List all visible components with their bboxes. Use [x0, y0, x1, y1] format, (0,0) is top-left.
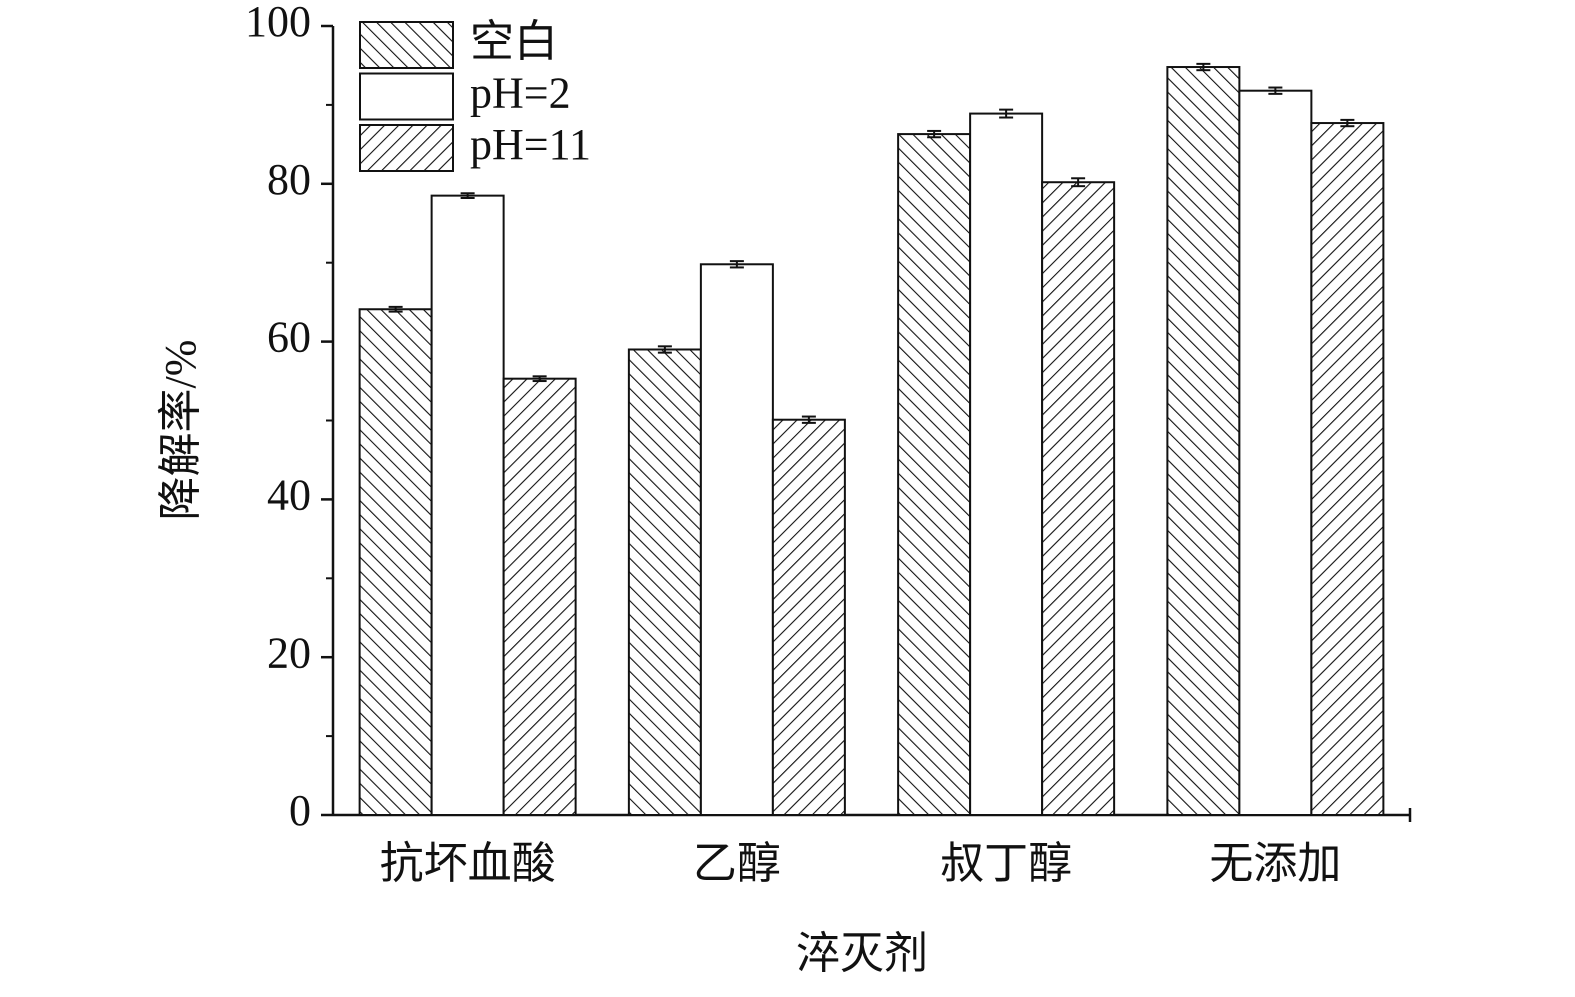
x-tick-label: 无添加	[1209, 839, 1341, 888]
x-axis-label: 淬灭剂	[796, 929, 928, 978]
bar	[430, 194, 505, 816]
error-bar	[1071, 177, 1086, 188]
bar	[358, 308, 433, 816]
bar	[1310, 122, 1385, 816]
bar	[1166, 66, 1241, 816]
legend-label: pH=11	[470, 120, 591, 169]
bar	[771, 418, 846, 816]
legend-label: 空白	[470, 17, 558, 66]
bar	[502, 377, 577, 816]
x-tick-label: 乙醇	[693, 839, 781, 888]
error-bar	[532, 375, 547, 383]
error-bar	[1340, 118, 1355, 128]
error-bar	[927, 129, 942, 139]
bar	[897, 133, 972, 816]
legend-swatch	[359, 72, 454, 121]
y-tick-label: 40	[267, 470, 311, 519]
bar	[699, 263, 774, 816]
legend-swatch	[359, 124, 454, 172]
error-bar	[657, 345, 672, 354]
legend-label: pH=2	[470, 69, 571, 118]
error-bar	[999, 108, 1014, 119]
y-tick-label: 80	[267, 155, 311, 204]
legend-swatch	[359, 21, 454, 69]
y-tick-label: 100	[245, 0, 311, 46]
bar	[1238, 89, 1313, 816]
error-bar	[1268, 86, 1283, 95]
error-bar	[801, 415, 816, 424]
bar	[1041, 181, 1116, 817]
y-tick-label: 20	[267, 628, 311, 677]
y-tick-label: 0	[289, 786, 311, 835]
bar	[969, 112, 1044, 817]
x-tick-label: 叔丁醇	[940, 839, 1072, 888]
y-tick-label: 60	[267, 313, 311, 362]
y-axis-label: 降解率/%	[156, 340, 205, 521]
x-tick-label: 抗坏血酸	[380, 839, 556, 888]
error-bar	[388, 305, 403, 313]
error-bar	[1196, 62, 1211, 72]
error-bar	[729, 260, 744, 269]
error-bar	[460, 192, 475, 200]
bar	[627, 348, 702, 816]
